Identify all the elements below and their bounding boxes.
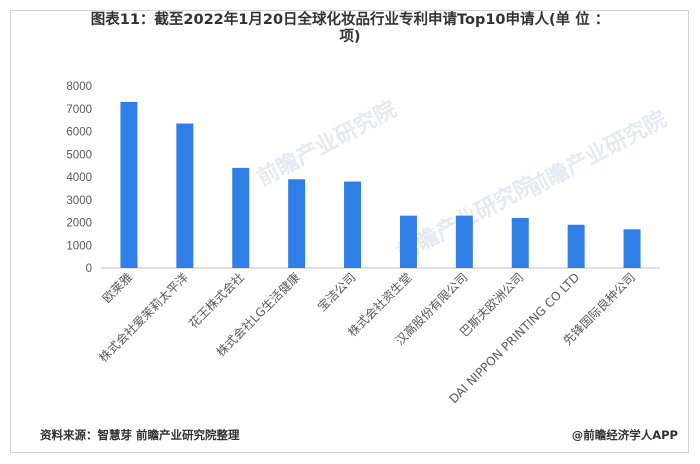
bar [120,101,138,268]
watermark-text: 前瞻产业研究院 [523,106,671,201]
y-tick-label: 4000 [66,172,92,184]
chart-title-line-1: 图表11：截至2022年1月20日全球化妆品行业专利申请Top10申请人(单 位… [90,12,610,28]
bar-series [120,101,641,268]
y-tick-label: 7000 [66,104,92,116]
y-tick-label: 5000 [66,149,92,161]
y-tick-label: 2000 [66,218,92,230]
brand-credit: @前瞻经济学人APP [571,428,678,442]
bar [511,217,529,268]
bar [455,215,473,268]
y-tick-labels: 0 1000 2000 3000 4000 5000 6000 7000 8000 [66,81,92,275]
y-tick-label: 1000 [66,240,92,252]
bar [176,123,194,268]
bar [288,179,306,268]
bar [399,215,417,268]
y-tick-label: 8000 [66,81,92,93]
bar [567,224,585,268]
y-tick-label: 6000 [66,127,92,139]
bar [344,181,362,268]
x-tick-label: 花王株式会社 [185,270,247,332]
x-tick-label: 株式会社爱茉莉太平洋 [96,270,191,365]
chart-title-line-2: 项) [339,29,361,45]
y-tick-label: 0 [86,263,92,275]
x-tick-label: 宝洁公司 [315,270,359,314]
source-note: 资料来源：智慧芽 前瞻产业研究院整理 [40,428,240,442]
x-tick-label: 欧莱雅 [99,270,135,306]
y-tick-label: 3000 [66,195,92,207]
watermark-text: 前瞻产业研究院 [253,96,401,191]
bar [623,229,641,268]
chart-title: 图表11：截至2022年1月20日全球化妆品行业专利申请Top10申请人(单 位… [0,12,700,46]
bar [232,167,250,268]
